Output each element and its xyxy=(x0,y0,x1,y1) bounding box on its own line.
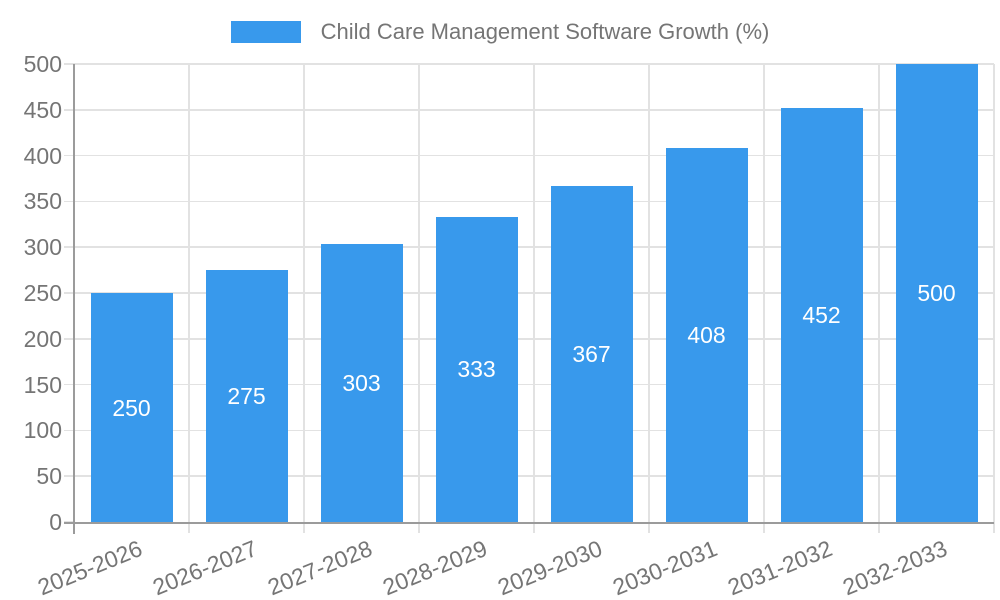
x-axis-tick xyxy=(533,522,535,533)
x-tick-label: 2029-2030 xyxy=(493,535,606,600)
bar[interactable] xyxy=(435,216,518,522)
bar[interactable] xyxy=(895,64,978,522)
y-tick-label: 250 xyxy=(23,280,62,306)
y-axis-tick xyxy=(64,292,74,294)
y-tick-label: 0 xyxy=(49,509,62,535)
gridline-vertical xyxy=(878,64,880,522)
x-tick-label: 2027-2028 xyxy=(263,535,376,600)
gridline-vertical xyxy=(533,64,535,522)
bar-value-label: 333 xyxy=(457,356,496,383)
bar[interactable] xyxy=(90,293,173,522)
bar[interactable] xyxy=(780,107,863,522)
bar-value-label: 275 xyxy=(227,383,266,410)
y-axis-tick xyxy=(64,383,74,386)
bar-value-label: 303 xyxy=(342,370,381,397)
legend[interactable]: Child Care Management Software Growth (%… xyxy=(0,16,1000,48)
x-axis-tick xyxy=(303,522,305,533)
y-tick-label: 100 xyxy=(23,417,62,444)
bar[interactable] xyxy=(550,185,633,522)
x-axis-tick xyxy=(878,522,880,533)
x-axis-tick xyxy=(418,522,420,533)
x-tick-label: 2032-2033 xyxy=(838,535,951,600)
y-axis-tick xyxy=(64,200,74,203)
y-axis-tick xyxy=(64,475,74,477)
x-axis-tick xyxy=(188,522,190,533)
y-axis-tick xyxy=(64,63,74,65)
y-axis-tick xyxy=(64,246,74,248)
y-tick-label: 350 xyxy=(23,188,62,215)
x-tick-label: 2030-2031 xyxy=(608,535,721,600)
y-axis-line xyxy=(73,64,75,534)
x-tick-label: 2028-2029 xyxy=(378,535,491,600)
legend-swatch xyxy=(230,21,301,43)
gridline-vertical xyxy=(648,64,650,522)
legend-label: Child Care Management Software Growth (%… xyxy=(320,19,770,44)
y-tick-label: 50 xyxy=(36,463,62,490)
y-tick-label: 400 xyxy=(23,142,62,169)
y-tick-label: 200 xyxy=(23,325,62,352)
y-tick-label: 500 xyxy=(23,51,62,77)
gridline-vertical xyxy=(993,64,995,522)
x-tick-label: 2031-2032 xyxy=(723,535,836,600)
gridline-vertical xyxy=(763,64,765,522)
gridline-vertical xyxy=(303,64,305,522)
x-axis-tick xyxy=(763,522,765,533)
gridline-vertical xyxy=(188,64,190,522)
x-tick-label: 2025-2026 xyxy=(33,535,146,600)
y-tick-label: 300 xyxy=(23,234,62,261)
bar-value-label: 408 xyxy=(687,322,726,349)
y-tick-label: 150 xyxy=(23,371,62,398)
x-tick-label: 2026-2027 xyxy=(148,535,261,600)
y-axis-tick xyxy=(64,109,74,111)
bar[interactable] xyxy=(205,270,288,522)
bar[interactable] xyxy=(665,148,748,522)
gridline-vertical xyxy=(418,64,420,522)
bar-value-label: 452 xyxy=(802,301,841,328)
bar[interactable] xyxy=(320,244,403,522)
bar-value-label: 250 xyxy=(112,394,151,421)
x-axis-tick xyxy=(648,522,650,533)
x-axis-line xyxy=(64,522,994,524)
y-axis-tick xyxy=(64,338,74,340)
y-axis-tick xyxy=(64,429,74,432)
x-axis-tick xyxy=(993,522,995,533)
y-tick-label: 450 xyxy=(23,96,62,123)
bar-value-label: 500 xyxy=(917,280,956,306)
y-axis-tick xyxy=(64,154,74,157)
bar-value-label: 367 xyxy=(572,340,611,367)
